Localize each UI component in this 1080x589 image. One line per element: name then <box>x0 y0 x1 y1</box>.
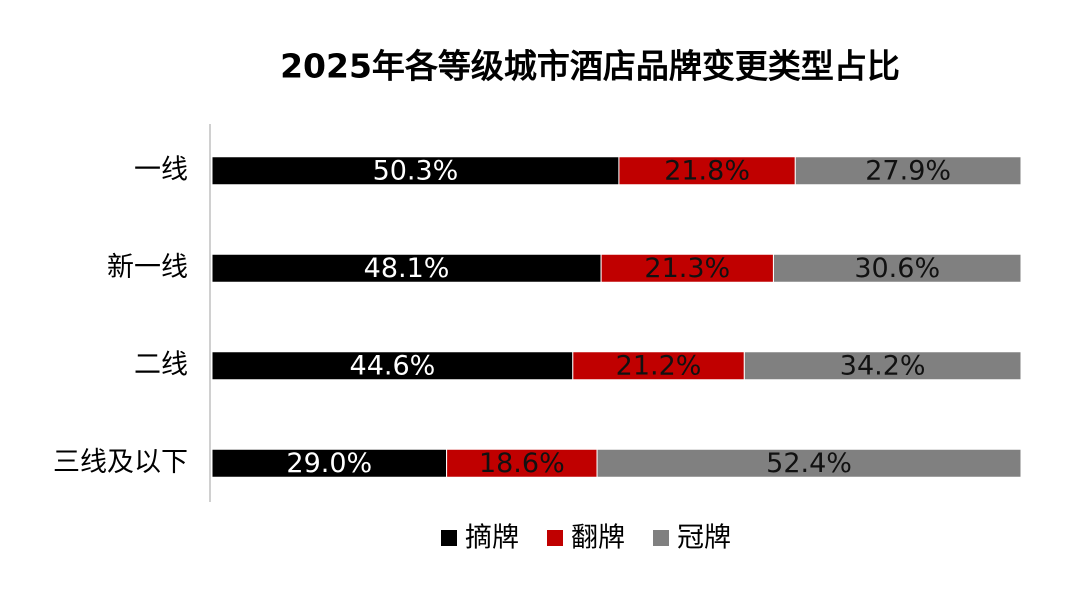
bar-segment <box>618 156 796 186</box>
category-label: 三线及以下 <box>53 447 188 478</box>
legend-swatch <box>441 530 457 546</box>
value-label: 21.3% <box>644 253 730 284</box>
legend-swatch <box>547 530 563 546</box>
bar-segment <box>211 448 448 478</box>
value-label: 48.1% <box>364 253 450 284</box>
category-label: 一线 <box>134 154 188 185</box>
legend-label: 翻牌 <box>571 523 625 554</box>
value-label: 27.9% <box>865 155 951 186</box>
bar-segment <box>772 253 1022 283</box>
value-label: 30.6% <box>854 253 940 284</box>
category-label: 新一线 <box>107 252 188 283</box>
value-label: 44.6% <box>350 350 436 381</box>
value-label: 52.4% <box>766 448 852 479</box>
bar-segment <box>596 448 1022 478</box>
legend-label: 冠牌 <box>677 523 731 554</box>
value-label: 21.8% <box>664 155 750 186</box>
value-label: 50.3% <box>373 155 459 186</box>
legend-swatch <box>653 530 669 546</box>
bar-segment <box>446 448 598 478</box>
value-label: 21.2% <box>616 350 702 381</box>
bar-segment <box>743 351 1022 381</box>
bar-segment <box>794 156 1022 186</box>
category-label: 二线 <box>134 349 188 380</box>
chart-title: 2025年各等级城市酒店品牌变更类型占比 <box>280 47 900 86</box>
legend-label: 摘牌 <box>465 523 519 554</box>
value-label: 29.0% <box>286 448 372 479</box>
value-label: 18.6% <box>479 448 565 479</box>
value-label: 34.2% <box>840 350 926 381</box>
